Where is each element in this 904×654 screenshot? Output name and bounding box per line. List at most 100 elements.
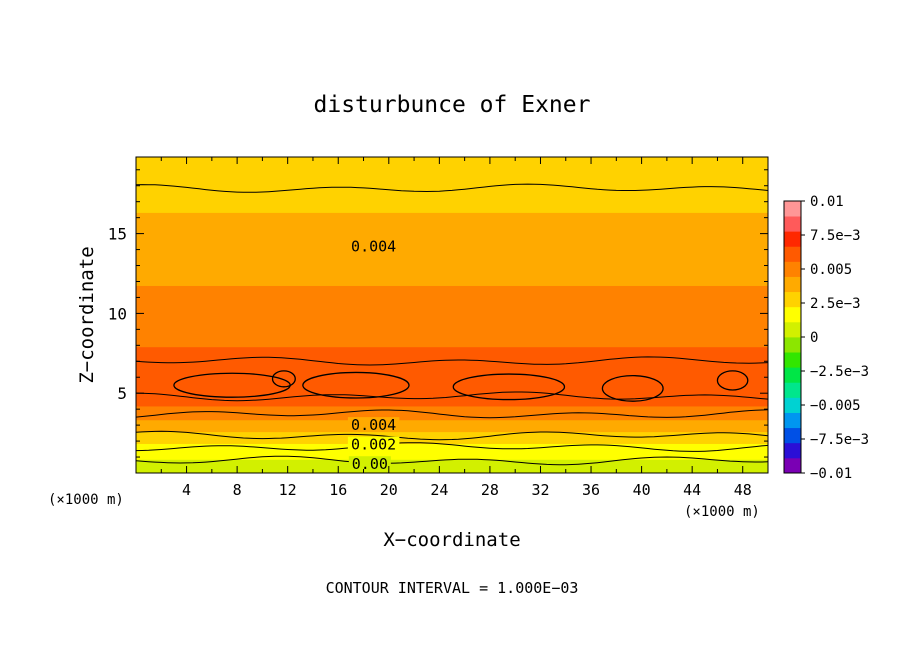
field-strip — [136, 289, 768, 292]
field-strip — [136, 247, 768, 251]
colorbar-tick-labels: 0.01 7.5e−3 0.005 2.5e−3 0 −2.5e−3 −0.005 −7.5e… — [801, 194, 869, 482]
field-strip — [136, 236, 768, 239]
field-strip — [136, 232, 768, 235]
colorbar-segment — [784, 231, 801, 247]
field-strip — [136, 210, 768, 213]
colorbar-segment — [784, 276, 801, 293]
field-strip — [136, 299, 768, 302]
field-strip — [136, 275, 768, 279]
field-strip — [136, 255, 768, 259]
contour-label-bg — [347, 238, 400, 253]
field-strip — [136, 449, 768, 452]
field-strip — [136, 283, 768, 286]
field-strip — [136, 423, 768, 427]
plot-frame — [135, 156, 769, 474]
field-strip — [136, 188, 768, 192]
y-axis-label: Z−coordinate — [76, 246, 98, 383]
field-strip — [136, 342, 768, 346]
colorbar-tick-label: −0.005 — [810, 398, 861, 414]
field-strip — [136, 190, 768, 194]
field-strip — [136, 206, 768, 209]
field-strip — [136, 315, 768, 318]
x-unit-label: (×1000 m) — [684, 504, 760, 520]
field-strip — [136, 461, 768, 464]
field-strip — [136, 178, 768, 182]
contour-line — [136, 356, 768, 366]
field-strip — [136, 405, 768, 409]
field-strip — [136, 313, 768, 316]
field-strip — [136, 157, 768, 160]
field-strip — [136, 202, 768, 205]
field-strip — [136, 277, 768, 281]
field-strip — [136, 465, 768, 468]
field-strip — [136, 332, 768, 336]
field-strip — [136, 445, 768, 448]
colorbar-tick-label: 2.5e−3 — [810, 296, 861, 312]
field-strip — [136, 200, 768, 204]
field-strip — [136, 192, 768, 196]
field-strip — [136, 269, 768, 273]
field-strip — [136, 196, 768, 200]
field-strip — [136, 409, 768, 413]
field-strip — [136, 265, 768, 269]
contour-loop — [271, 370, 296, 388]
field-strip — [136, 451, 768, 454]
field-strip — [136, 241, 768, 245]
colorbar-segment — [784, 367, 801, 383]
field-strip — [136, 374, 768, 377]
field-strip — [136, 439, 768, 442]
field-strip — [136, 431, 768, 435]
contour-label: 0.00 — [352, 455, 388, 473]
field-strip — [136, 419, 768, 423]
field-strip — [136, 253, 768, 257]
x-tick-label: 48 — [734, 481, 752, 499]
field-cell — [453, 374, 565, 400]
field-strip — [136, 457, 768, 460]
field-strip — [136, 168, 768, 172]
field-strip — [136, 364, 768, 367]
field-cell — [302, 372, 410, 398]
field-strip — [136, 186, 768, 190]
contour-field — [136, 157, 768, 473]
field-strip — [136, 368, 768, 371]
contour-lines — [136, 183, 768, 466]
colorbar-segment — [784, 442, 801, 459]
field-strip — [136, 471, 768, 473]
field-strip — [136, 249, 768, 253]
field-strip — [136, 328, 768, 332]
field-cell — [173, 373, 291, 398]
field-strip — [136, 382, 768, 385]
y-unit-label: (×1000 m) — [48, 492, 124, 508]
field-strip — [136, 194, 768, 198]
field-strip — [136, 407, 768, 411]
contour-interval-note: CONTOUR INTERVAL = 1.000E−03 — [326, 579, 579, 597]
field-strip — [136, 285, 768, 288]
contour-label-bg — [348, 456, 391, 471]
field-strip — [136, 336, 768, 340]
field-strip — [136, 401, 768, 405]
field-strip — [136, 259, 768, 263]
x-tick-label: 40 — [633, 481, 651, 499]
y-tick-labels: 5 10 15 — [108, 225, 127, 404]
field-cell — [602, 375, 664, 402]
field-strip — [136, 354, 768, 358]
colorbar-tick-label: 0 — [810, 330, 818, 346]
field-strip — [136, 360, 768, 363]
field-strip — [136, 297, 768, 300]
x-tick-label: 4 — [182, 481, 191, 499]
colorbar-segment — [784, 321, 801, 338]
colorbar-segment — [784, 352, 801, 368]
field-strip — [136, 455, 768, 458]
field-strip — [136, 174, 768, 178]
field-strip — [136, 301, 768, 304]
field-strip — [136, 380, 768, 383]
field-strip — [136, 226, 768, 229]
field-strip — [136, 261, 768, 265]
colorbar-segment — [784, 216, 801, 232]
field-strip — [136, 237, 768, 241]
field-strip — [136, 176, 768, 180]
field-strip — [136, 459, 768, 462]
contour-line — [136, 391, 768, 402]
